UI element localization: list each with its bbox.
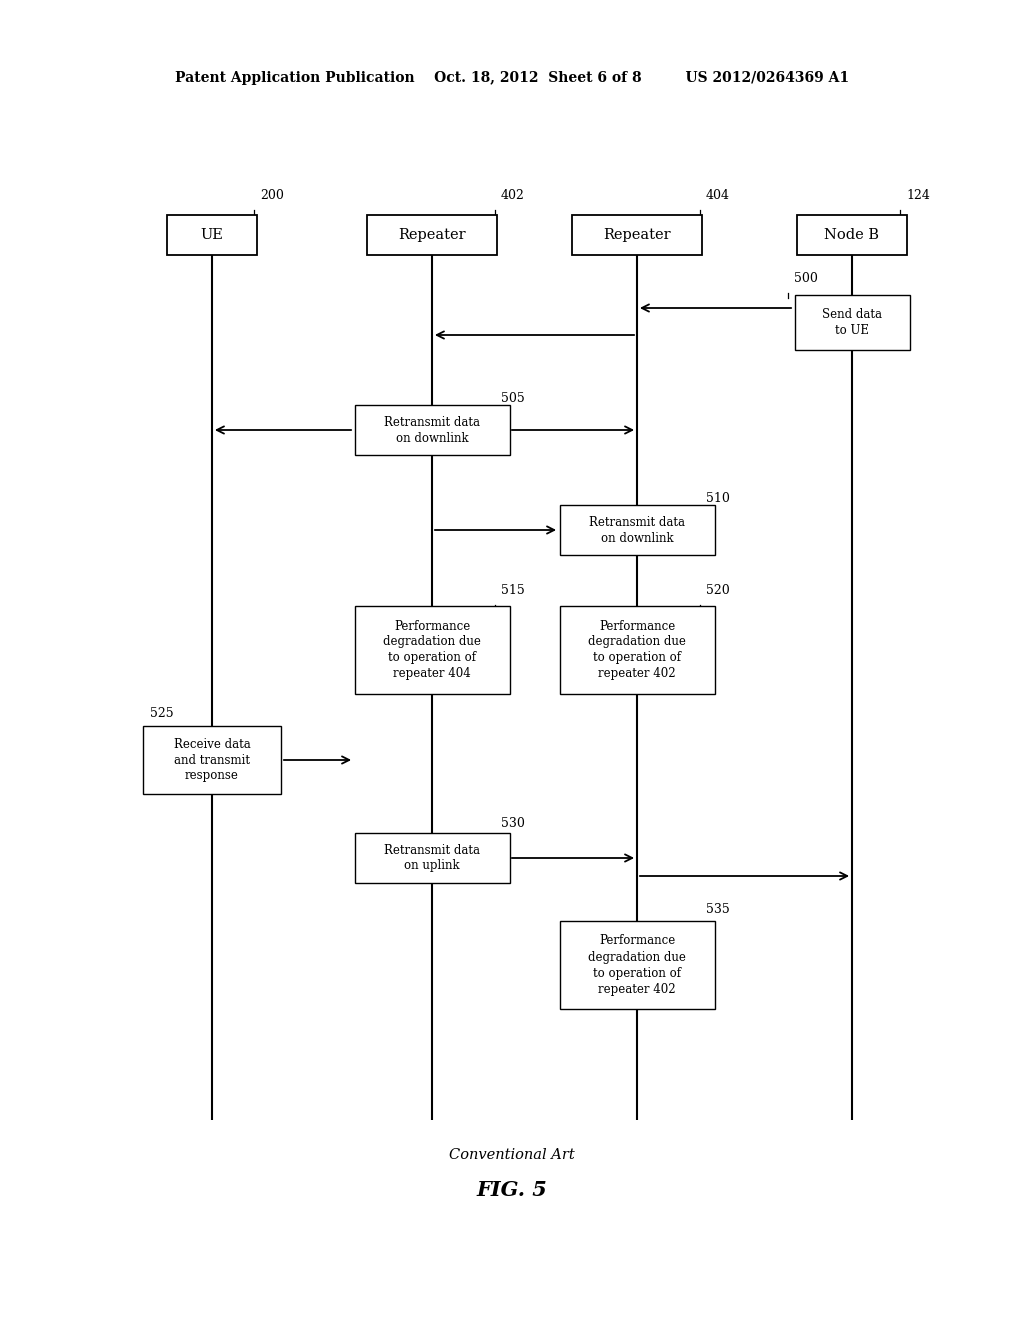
FancyBboxPatch shape	[559, 606, 715, 694]
Text: 124: 124	[906, 189, 930, 202]
Text: Repeater: Repeater	[398, 228, 466, 242]
Text: UE: UE	[201, 228, 223, 242]
FancyBboxPatch shape	[559, 921, 715, 1008]
Text: 402: 402	[501, 189, 525, 202]
Text: 200: 200	[260, 189, 284, 202]
Text: 520: 520	[706, 583, 730, 597]
Text: Node B: Node B	[824, 228, 880, 242]
FancyBboxPatch shape	[143, 726, 281, 795]
Text: 530: 530	[501, 817, 525, 830]
Text: 535: 535	[706, 903, 730, 916]
Text: FIG. 5: FIG. 5	[476, 1180, 548, 1200]
Text: Repeater: Repeater	[603, 228, 671, 242]
FancyBboxPatch shape	[354, 606, 510, 694]
Text: 515: 515	[501, 583, 524, 597]
FancyBboxPatch shape	[354, 833, 510, 883]
Text: Retransmit data
on downlink: Retransmit data on downlink	[589, 516, 685, 544]
Text: Conventional Art: Conventional Art	[450, 1148, 574, 1162]
Text: 525: 525	[150, 708, 174, 719]
Text: Retransmit data
on downlink: Retransmit data on downlink	[384, 416, 480, 445]
Text: 404: 404	[706, 189, 730, 202]
FancyBboxPatch shape	[559, 506, 715, 554]
Text: Receive data
and transmit
response: Receive data and transmit response	[174, 738, 251, 783]
Text: Retransmit data
on uplink: Retransmit data on uplink	[384, 843, 480, 873]
FancyBboxPatch shape	[572, 215, 702, 255]
Text: Performance
degradation due
to operation of
repeater 402: Performance degradation due to operation…	[588, 619, 686, 681]
Text: 500: 500	[794, 272, 818, 285]
Text: Performance
degradation due
to operation of
repeater 402: Performance degradation due to operation…	[588, 935, 686, 995]
FancyBboxPatch shape	[367, 215, 497, 255]
FancyBboxPatch shape	[797, 215, 907, 255]
Text: Patent Application Publication    Oct. 18, 2012  Sheet 6 of 8         US 2012/02: Patent Application Publication Oct. 18, …	[175, 71, 849, 84]
Text: Send data
to UE: Send data to UE	[822, 308, 882, 337]
FancyBboxPatch shape	[795, 294, 909, 350]
Text: 505: 505	[501, 392, 524, 405]
Text: 510: 510	[706, 492, 730, 506]
FancyBboxPatch shape	[167, 215, 257, 255]
FancyBboxPatch shape	[354, 405, 510, 455]
Text: Performance
degradation due
to operation of
repeater 404: Performance degradation due to operation…	[383, 619, 481, 681]
